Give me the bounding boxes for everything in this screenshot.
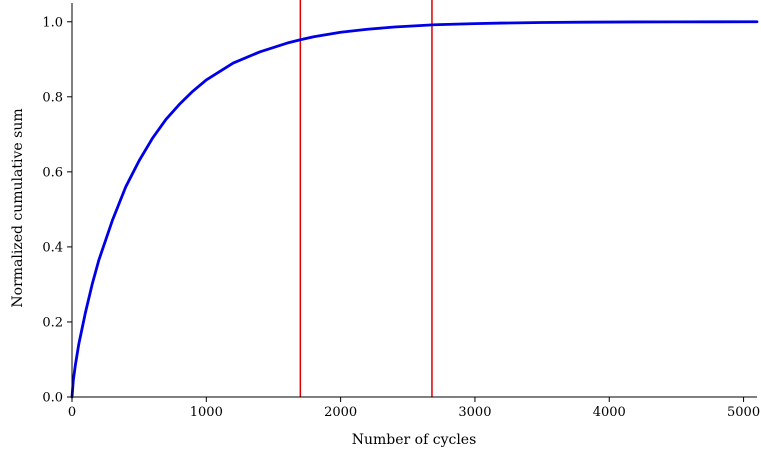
x-tick-label: 2000 xyxy=(324,405,357,420)
x-axis: 0 1000 2000 3000 4000 5000 xyxy=(68,396,760,420)
x-tick-label: 4000 xyxy=(593,405,626,420)
y-tick-label: 0.8 xyxy=(42,90,63,105)
y-axis: 0.0 0.2 0.4 0.6 0.8 1.0 xyxy=(42,3,73,406)
y-tick-label: 1.0 xyxy=(42,15,63,30)
y-axis-label: Normalized cumulative sum xyxy=(10,108,26,307)
y-tick-label: 0.0 xyxy=(42,391,63,406)
x-axis-label: Number of cycles xyxy=(352,432,477,448)
x-tick-label: 1000 xyxy=(190,405,223,420)
y-tick-label: 0.4 xyxy=(42,240,63,255)
series-line xyxy=(70,20,759,399)
plot-area xyxy=(70,0,759,399)
y-tick-label: 0.2 xyxy=(42,315,63,330)
x-tick-label: 3000 xyxy=(458,405,491,420)
y-tick-label: 0.6 xyxy=(42,165,63,180)
x-tick-label: 5000 xyxy=(727,405,760,420)
x-tick-label: 0 xyxy=(68,405,76,420)
